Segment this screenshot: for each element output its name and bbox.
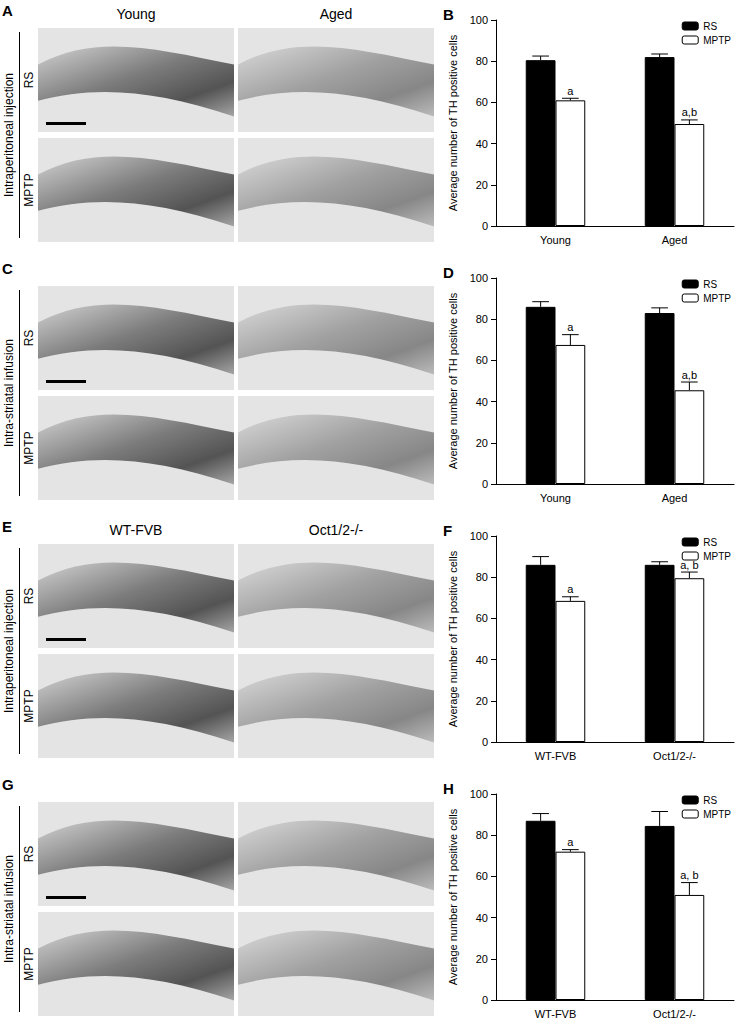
svg-text:Young: Young: [540, 234, 571, 246]
svg-text:RS: RS: [703, 795, 717, 806]
html-text:MPTP: MPTP: [22, 431, 36, 465]
svg-text:RS: RS: [703, 537, 717, 548]
svg-text:F: F: [443, 522, 452, 539]
html-text:Aged: Aged: [319, 6, 353, 22]
svg-text:0: 0: [482, 736, 488, 748]
svg-text:20: 20: [476, 953, 488, 965]
svg-text:Aged: Aged: [662, 234, 688, 246]
html-text:MPTP: MPTP: [22, 947, 36, 981]
html-text:RS: RS: [22, 587, 36, 605]
html-text:MPTP: MPTP: [22, 689, 36, 723]
html-text:G: G: [2, 776, 14, 793]
html-text:RS: RS: [22, 845, 36, 863]
svg-text:Oct1/2-/-: Oct1/2-/-: [653, 750, 696, 762]
html-text:MPTP: MPTP: [22, 173, 36, 207]
html-text:A: A: [2, 2, 13, 19]
svg-text:0: 0: [482, 220, 488, 232]
svg-text:40: 40: [476, 654, 488, 666]
html-text:Intraperitoneal injection: Intraperitoneal injection: [2, 589, 16, 713]
svg-text:20: 20: [476, 437, 488, 449]
svg-text:Aged: Aged: [662, 492, 688, 504]
html-text:Intraperitoneal injection: Intraperitoneal injection: [2, 73, 16, 197]
svg-text:RS: RS: [703, 21, 717, 32]
svg-text:Average number of TH positive: Average number of TH positive cells: [447, 292, 459, 469]
svg-text:H: H: [443, 780, 454, 797]
html-text:RS: RS: [22, 71, 36, 89]
svg-text:60: 60: [476, 96, 488, 108]
svg-text:a,b: a,b: [682, 106, 697, 118]
html-text:C: C: [2, 260, 13, 277]
html-text:Intra-striatal infusion: Intra-striatal infusion: [2, 855, 16, 963]
svg-text:a, b: a, b: [680, 869, 698, 881]
svg-text:a: a: [567, 836, 574, 848]
svg-text:D: D: [443, 264, 454, 281]
svg-text:40: 40: [476, 138, 488, 150]
svg-text:Oct1/2-/-: Oct1/2-/-: [653, 1008, 696, 1020]
svg-text:80: 80: [476, 829, 488, 841]
svg-text:a, b: a, b: [680, 559, 698, 571]
svg-text:60: 60: [476, 354, 488, 366]
svg-text:80: 80: [476, 55, 488, 67]
svg-text:RS: RS: [703, 279, 717, 290]
svg-text:100: 100: [470, 788, 488, 800]
svg-text:Average number of TH positive: Average number of TH positive cells: [447, 34, 459, 211]
svg-text:0: 0: [482, 478, 488, 490]
svg-text:WT-FVB: WT-FVB: [535, 750, 577, 762]
svg-text:20: 20: [476, 695, 488, 707]
html-text:Young: Young: [116, 6, 156, 22]
svg-text:80: 80: [476, 571, 488, 583]
svg-text:Average number of TH positive: Average number of TH positive cells: [447, 550, 459, 727]
html-text:Intra-striatal infusion: Intra-striatal infusion: [2, 339, 16, 447]
svg-text:a: a: [567, 321, 574, 333]
svg-text:100: 100: [470, 272, 488, 284]
html-text:Oct1/2-/-: Oct1/2-/-: [308, 522, 364, 538]
svg-text:WT-FVB: WT-FVB: [535, 1008, 577, 1020]
html-text:RS: RS: [22, 329, 36, 347]
svg-text:Young: Young: [540, 492, 571, 504]
svg-text:a: a: [567, 85, 574, 97]
svg-text:40: 40: [476, 396, 488, 408]
svg-text:MPTP: MPTP: [703, 809, 731, 820]
svg-text:a,b: a,b: [682, 369, 697, 381]
svg-text:80: 80: [476, 313, 488, 325]
svg-text:40: 40: [476, 912, 488, 924]
html-text:E: E: [2, 518, 12, 535]
svg-text:Average number of TH positive: Average number of TH positive cells: [447, 808, 459, 985]
svg-text:60: 60: [476, 870, 488, 882]
svg-text:100: 100: [470, 530, 488, 542]
svg-text:20: 20: [476, 179, 488, 191]
svg-text:MPTP: MPTP: [703, 35, 731, 46]
html-text:WT-FVB: WT-FVB: [109, 522, 163, 538]
svg-text:60: 60: [476, 612, 488, 624]
svg-text:B: B: [443, 6, 454, 23]
svg-text:MPTP: MPTP: [703, 293, 731, 304]
svg-text:a: a: [567, 583, 574, 595]
svg-text:100: 100: [470, 14, 488, 26]
svg-text:MPTP: MPTP: [703, 551, 731, 562]
svg-text:0: 0: [482, 994, 488, 1006]
